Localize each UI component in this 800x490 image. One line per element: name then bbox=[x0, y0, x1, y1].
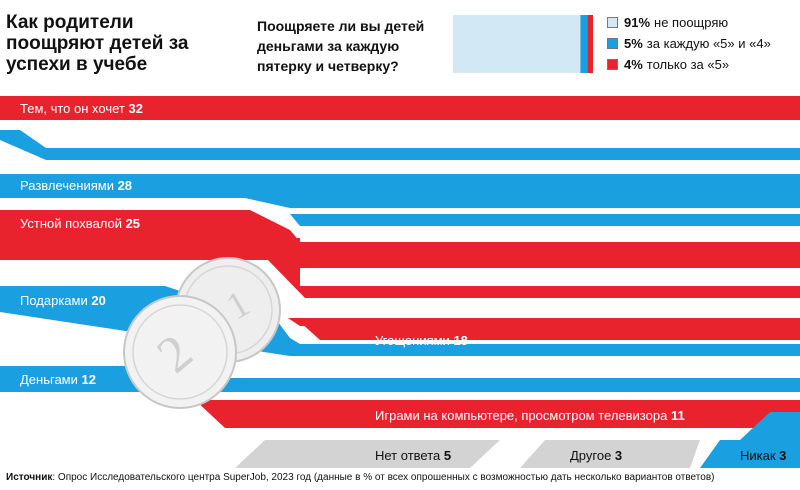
category-value: 5 bbox=[444, 448, 451, 463]
category-label: Нет ответа 5 bbox=[375, 448, 451, 463]
legend-item: 5% за каждую «5» и «4» bbox=[607, 33, 797, 54]
coins-illustration: 1 2 bbox=[123, 257, 281, 409]
category-label: Подарками 20 bbox=[20, 293, 106, 308]
ribbon-band bbox=[0, 174, 800, 198]
legend-value: 4% bbox=[624, 57, 643, 72]
category-name: Деньгами bbox=[20, 372, 81, 387]
legend-item: 4% только за «5» bbox=[607, 54, 797, 75]
category-value: 18 bbox=[453, 333, 467, 348]
ribbon-band bbox=[235, 440, 500, 468]
poll-bar-segment bbox=[587, 15, 593, 73]
category-label: Угощениями 18 bbox=[375, 333, 468, 348]
legend: 91% не поощряю 5% за каждую «5» и «4» 4%… bbox=[607, 12, 797, 75]
category-name: Подарками bbox=[20, 293, 91, 308]
ribbon-band bbox=[0, 96, 800, 120]
poll-bar-segment bbox=[453, 15, 581, 73]
ribbon-band bbox=[0, 366, 800, 392]
ribbon-band bbox=[195, 400, 800, 428]
category-value: 3 bbox=[615, 448, 622, 463]
category-value: 25 bbox=[126, 216, 140, 231]
ribbon-band bbox=[300, 322, 800, 340]
legend-item: 91% не поощряю bbox=[607, 12, 797, 33]
ribbon-band bbox=[0, 210, 800, 260]
ribbon-chart: 1 2 Тем, что он хочет 32 Развлечениями 28… bbox=[0, 96, 800, 468]
ribbon-band bbox=[0, 130, 800, 160]
category-name: Развлечениями bbox=[20, 178, 118, 193]
ribbon-band bbox=[268, 260, 800, 298]
category-name: Угощениями bbox=[375, 333, 453, 348]
legend-swatch bbox=[607, 59, 618, 70]
ribbon-band bbox=[700, 440, 800, 468]
category-label: Другое 3 bbox=[570, 448, 622, 463]
ribbon-band bbox=[290, 214, 800, 226]
source-label: Источник bbox=[6, 472, 53, 483]
category-label: Никак 3 bbox=[740, 448, 786, 463]
category-label: Деньгами 12 bbox=[20, 372, 96, 387]
category-value: 12 bbox=[81, 372, 95, 387]
category-label: Тем, что он хочет 32 bbox=[20, 101, 143, 116]
category-label: Развлечениями 28 bbox=[20, 178, 132, 193]
category-value: 11 bbox=[671, 408, 685, 423]
legend-value: 91% bbox=[624, 15, 651, 30]
ribbon-band bbox=[740, 412, 800, 440]
category-value: 32 bbox=[128, 101, 142, 116]
category-value: 28 bbox=[118, 178, 132, 193]
source-note: Источник: Опрос Исследовательского центр… bbox=[6, 472, 714, 483]
poll-bar-segment bbox=[580, 15, 588, 73]
legend-swatch bbox=[607, 17, 618, 28]
category-name: Играми на компьютере, просмотром телевиз… bbox=[375, 408, 671, 423]
legend-label: только за «5» bbox=[646, 57, 730, 72]
category-value: 3 bbox=[779, 448, 786, 463]
category-name: Нет ответа bbox=[375, 448, 444, 463]
legend-label: не поощряю bbox=[654, 15, 729, 30]
chart-title: Как родители поощряют детей за успехи в … bbox=[6, 12, 189, 75]
source-text: : Опрос Исследовательского центра SuperJ… bbox=[52, 472, 715, 483]
category-name: Другое bbox=[570, 448, 615, 463]
category-label: Играми на компьютере, просмотром телевиз… bbox=[375, 408, 685, 423]
category-name: Тем, что он хочет bbox=[20, 101, 128, 116]
ribbon-band bbox=[520, 440, 700, 468]
category-value: 20 bbox=[91, 293, 105, 308]
poll-stacked-bar bbox=[453, 15, 593, 73]
ribbon-band bbox=[245, 198, 800, 208]
category-label: Устной похвалой 25 bbox=[20, 216, 140, 231]
legend-swatch bbox=[607, 38, 618, 49]
ribbon-band bbox=[0, 238, 300, 246]
ribbon-band bbox=[288, 318, 800, 326]
legend-value: 5% bbox=[624, 36, 643, 51]
category-name: Устной похвалой bbox=[20, 216, 126, 231]
poll-question: Поощряете ли вы детей деньгами за каждую… bbox=[257, 18, 425, 74]
legend-label: за каждую «5» и «4» bbox=[646, 36, 771, 51]
category-name: Никак bbox=[740, 448, 779, 463]
